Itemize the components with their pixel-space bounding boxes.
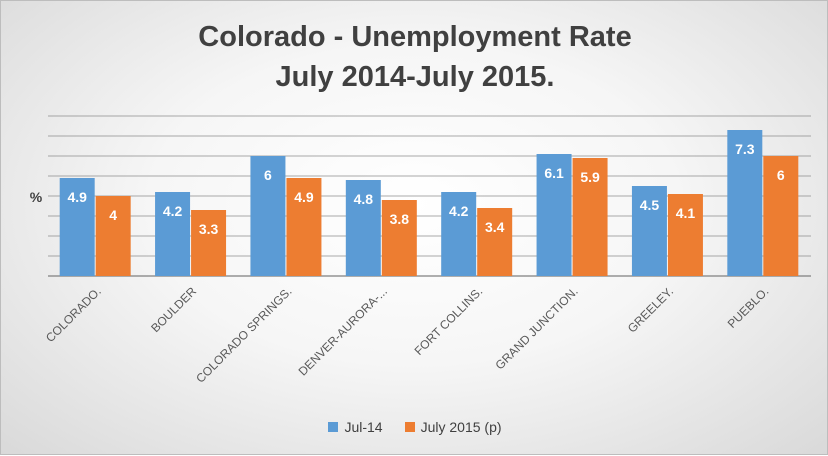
category-tick-label: PUEBLO. bbox=[725, 284, 772, 331]
data-label: 4.2 bbox=[449, 203, 469, 219]
chart-title-line-2: July 2014-July 2015. bbox=[275, 61, 555, 93]
bar-july-2015-5 bbox=[572, 158, 608, 276]
category-tick-label: GRAND JUNCTION. bbox=[493, 284, 581, 372]
data-label: 6 bbox=[264, 167, 272, 183]
bars bbox=[59, 130, 799, 276]
bar-jul-14-0 bbox=[59, 178, 95, 276]
data-label: 6 bbox=[777, 167, 785, 183]
chart-title: Colorado - Unemployment Rate July 2014-J… bbox=[1, 17, 828, 97]
bar-july-2015-2 bbox=[286, 178, 322, 276]
bar-jul-14-1 bbox=[155, 192, 191, 276]
data-label: 4.9 bbox=[294, 189, 314, 205]
data-label: 4.1 bbox=[676, 205, 696, 221]
data-label: 4 bbox=[109, 207, 117, 223]
data-label: 3.4 bbox=[485, 219, 505, 235]
legend-item-jul-14: Jul-14 bbox=[328, 419, 383, 435]
data-label: 5.9 bbox=[580, 169, 600, 185]
category-tick-label: COLORADO. bbox=[43, 284, 104, 345]
data-labels: 4.9 4 4.2 3.3 6 4.9 4.8 3.8 4.2 3.4 6.1 5.9 4.5 4.1 7.… bbox=[67, 141, 784, 237]
data-label: 4.9 bbox=[67, 189, 87, 205]
category-tick-label: BOULDER bbox=[148, 284, 199, 335]
data-label: 3.8 bbox=[390, 211, 410, 227]
legend-item-july-2015: July 2015 (p) bbox=[404, 419, 502, 435]
bar-july-2015-3 bbox=[381, 200, 417, 276]
bar-jul-14-6 bbox=[631, 186, 667, 276]
y-axis-label: % bbox=[30, 189, 43, 205]
bar-july-2015-7 bbox=[763, 156, 799, 276]
bar-july-2015-4 bbox=[477, 208, 513, 276]
category-tick-label: COLORADO SPRINGS. bbox=[193, 284, 294, 385]
data-label: 4.2 bbox=[163, 203, 183, 219]
data-label: 6.1 bbox=[544, 165, 564, 181]
data-label: 3.3 bbox=[199, 221, 219, 237]
bar-jul-14-7 bbox=[727, 130, 763, 276]
bar-july-2015-6 bbox=[667, 194, 703, 276]
data-label: 7.3 bbox=[735, 141, 755, 157]
category-tick-label: FORT COLLINS. bbox=[412, 284, 486, 358]
data-label: 4.5 bbox=[640, 197, 660, 213]
legend-swatch-july-2015 bbox=[404, 422, 415, 432]
bar-july-2015-0 bbox=[95, 196, 131, 276]
data-label: 4.8 bbox=[354, 191, 374, 207]
legend-label-july-2015: July 2015 (p) bbox=[420, 419, 502, 435]
bar-jul-14-3 bbox=[345, 180, 381, 276]
bar-july-2015-1 bbox=[191, 210, 227, 276]
bar-jul-14-5 bbox=[536, 154, 572, 276]
bar-jul-14-2 bbox=[250, 156, 286, 276]
legend-swatch-jul-14 bbox=[328, 422, 339, 432]
chart-title-line-1: Colorado - Unemployment Rate bbox=[198, 21, 632, 53]
legend: Jul-14 July 2015 (p) bbox=[1, 419, 828, 435]
category-tick-label: GREELEY. bbox=[625, 284, 676, 335]
legend-label-jul-14: Jul-14 bbox=[344, 419, 383, 435]
bar-jul-14-4 bbox=[441, 192, 477, 276]
category-tick-label: DENVER-AURORA-... bbox=[296, 284, 390, 378]
